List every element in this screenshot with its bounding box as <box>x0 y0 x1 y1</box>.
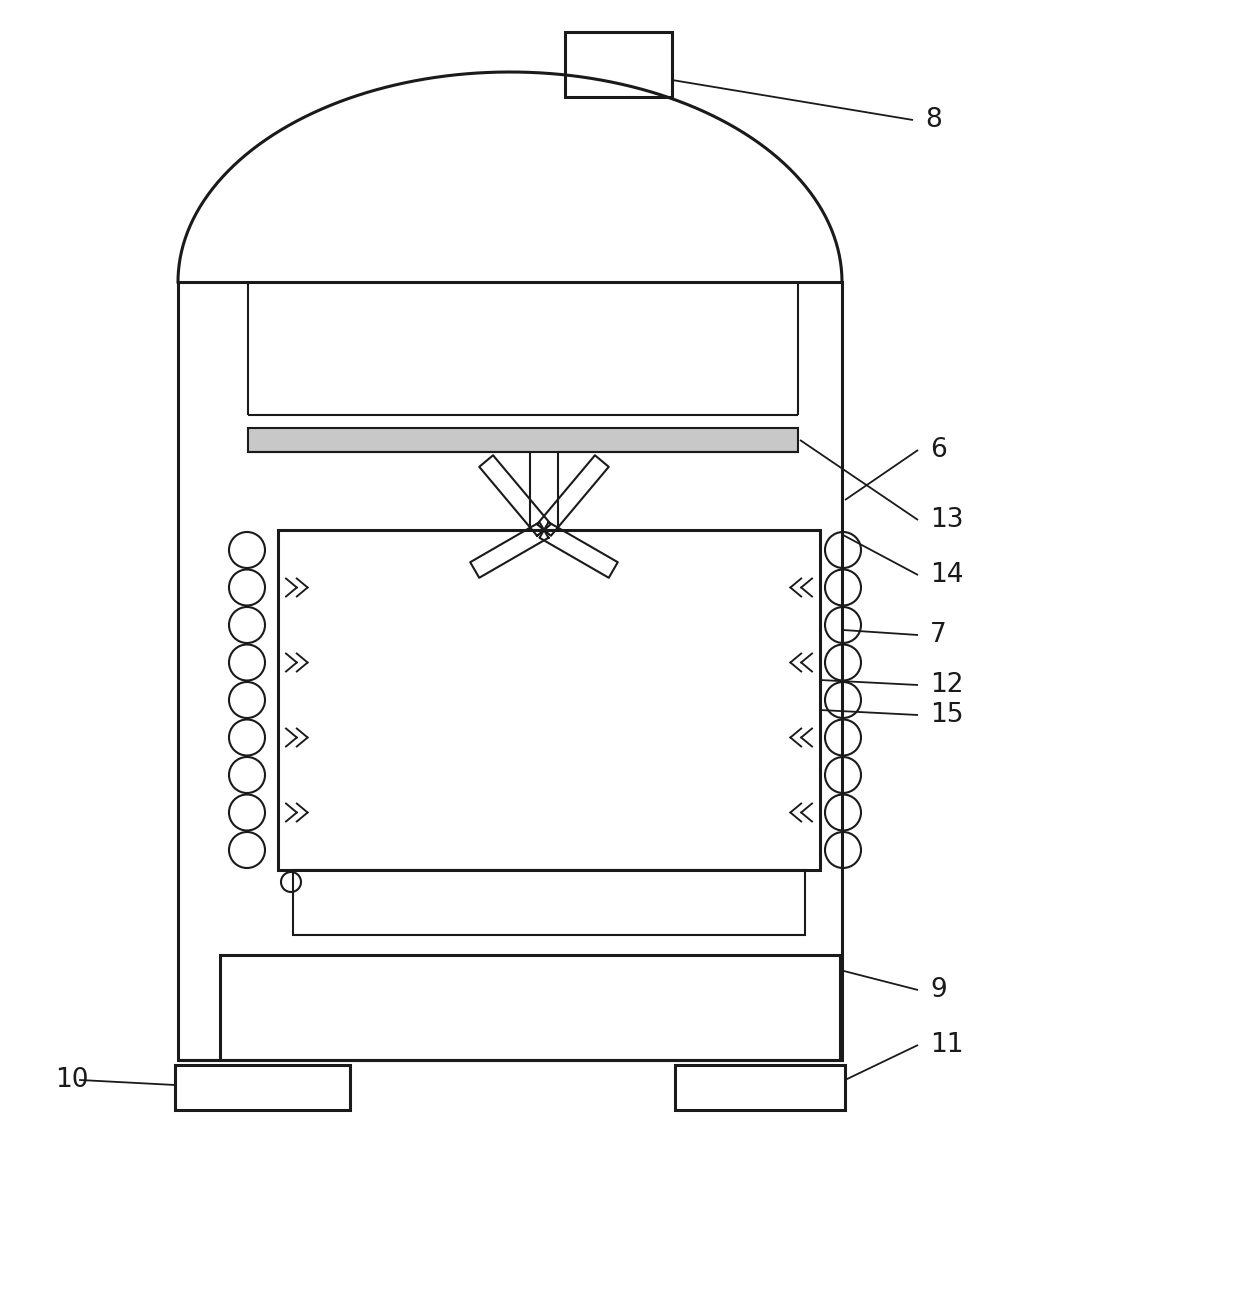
Bar <box>219 955 839 1060</box>
Text: 14: 14 <box>930 562 963 587</box>
Bar <box>565 32 672 97</box>
Text: 7: 7 <box>930 622 947 648</box>
Text: 15: 15 <box>930 703 963 729</box>
Text: 12: 12 <box>930 672 963 697</box>
Text: 13: 13 <box>930 507 963 533</box>
Text: 10: 10 <box>55 1068 88 1093</box>
Text: 9: 9 <box>930 977 947 1003</box>
Bar <box>675 1065 844 1110</box>
Bar <box>175 1065 350 1110</box>
Bar <box>293 870 805 936</box>
Bar <box>179 282 842 1060</box>
Text: 6: 6 <box>930 437 947 463</box>
Text: 8: 8 <box>925 107 941 133</box>
Bar <box>248 428 799 452</box>
Text: 11: 11 <box>930 1033 963 1058</box>
Bar <box>278 531 820 870</box>
